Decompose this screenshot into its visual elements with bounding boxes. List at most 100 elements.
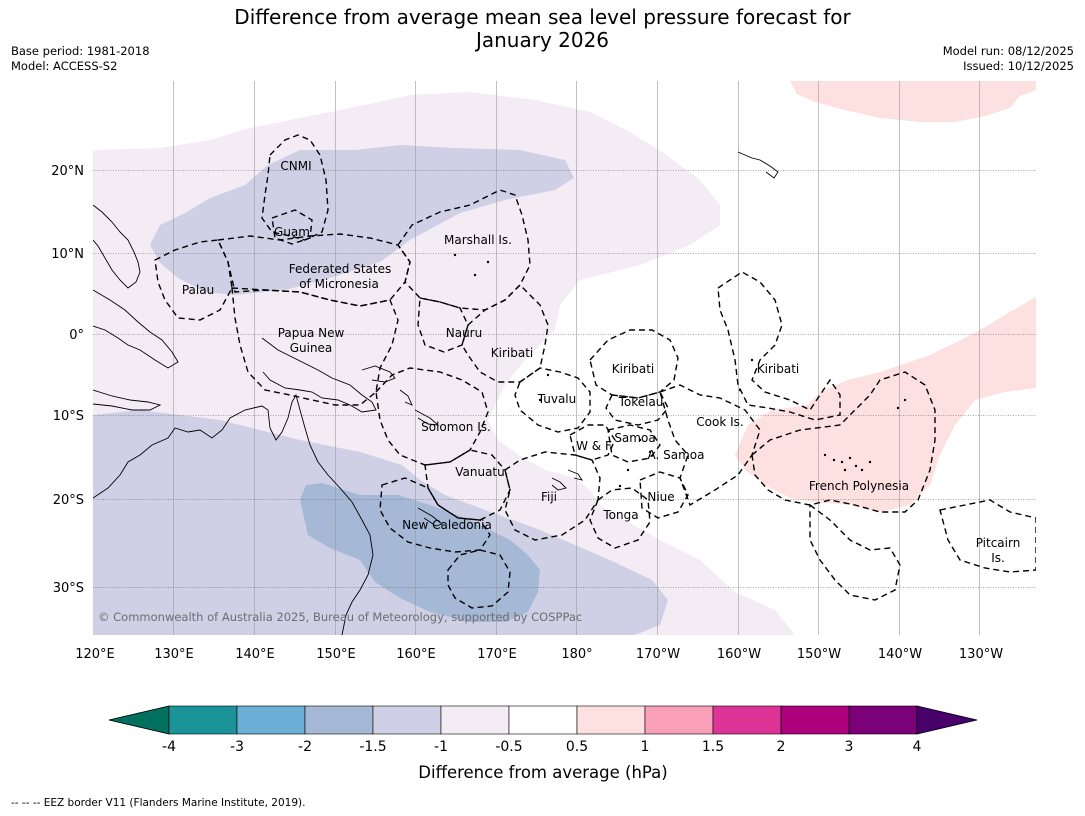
small-islands bbox=[453, 253, 907, 488]
label-new-caledonia: New Caledonia bbox=[402, 518, 492, 532]
lon-label: 170°E bbox=[477, 647, 517, 662]
eez-samoa bbox=[607, 424, 661, 463]
colorbar-cell bbox=[304, 705, 374, 735]
eez-solomon bbox=[375, 367, 489, 466]
lat-label: 0° bbox=[69, 328, 84, 343]
colorbar-cell bbox=[440, 705, 510, 735]
anomaly-region-blue bbox=[300, 483, 540, 622]
lon-label: 170°W bbox=[636, 647, 680, 662]
eez-cook bbox=[659, 384, 761, 507]
label-palau: Palau bbox=[182, 283, 214, 297]
colorbar-tick: -1 bbox=[434, 739, 448, 755]
label-tuvalu: Tuvalu bbox=[537, 392, 577, 406]
label-niue: Niue bbox=[647, 490, 674, 504]
label-nauru: Nauru bbox=[446, 326, 482, 340]
coast-sulawesi-timor bbox=[93, 389, 162, 411]
colorbar-cell bbox=[712, 705, 782, 735]
lon-label: 160°E bbox=[396, 647, 436, 662]
coast-png bbox=[261, 337, 377, 413]
label-png-2: Guinea bbox=[290, 341, 333, 355]
lat-label: 30°S bbox=[53, 581, 84, 596]
lon-label: 140°E bbox=[235, 647, 275, 662]
model-run: Model run: 08/12/2025 bbox=[942, 44, 1074, 58]
label-fiji: Fiji bbox=[541, 490, 557, 504]
label-pitcairn-1: Pitcairn bbox=[976, 536, 1021, 550]
colorbar-over-arrow bbox=[916, 705, 978, 735]
eez-cnmi bbox=[261, 134, 329, 241]
eez-pitcairn bbox=[939, 499, 1036, 573]
coast-fiji bbox=[551, 469, 584, 491]
eez-fiji bbox=[504, 451, 601, 541]
colorbar-cell bbox=[508, 705, 578, 735]
anomaly-region-pink-north bbox=[790, 81, 1036, 122]
label-guam: Guam bbox=[274, 225, 310, 239]
lon-label: 150°E bbox=[316, 647, 356, 662]
label-fsm-1: Federated States bbox=[289, 262, 391, 276]
label-kiribati-east: Kiribati bbox=[757, 362, 799, 376]
lat-label: 20°S bbox=[53, 493, 84, 508]
coast-bougainville bbox=[399, 389, 413, 406]
lon-label: 130°E bbox=[154, 647, 194, 662]
label-marshall: Marshall Is. bbox=[444, 233, 512, 247]
copyright-text: © Commonwealth of Australia 2025, Bureau… bbox=[98, 610, 582, 624]
colorbar-cell bbox=[644, 705, 714, 735]
eez-tuvalu bbox=[514, 367, 591, 433]
lat-label: 20°N bbox=[51, 164, 84, 179]
label-png-1: Papua New bbox=[278, 326, 345, 340]
lon-label: 160°W bbox=[717, 647, 761, 662]
place-labels: CNMI Guam Marshall Is. Palau Federated S… bbox=[182, 159, 1020, 565]
model-name: Model: ACCESS-S2 bbox=[11, 59, 118, 73]
colorbar-tick: -0.5 bbox=[495, 739, 522, 755]
eez-kiribati-west bbox=[461, 284, 549, 383]
eez-tonga bbox=[589, 487, 651, 549]
anomaly-region-lavender-north bbox=[150, 145, 574, 295]
lon-label: 180° bbox=[561, 647, 592, 662]
label-french-polynesia: French Polynesia bbox=[809, 479, 909, 493]
coast-new-caledonia bbox=[417, 507, 443, 527]
colorbar-cell bbox=[236, 705, 306, 735]
coast-philippines bbox=[93, 204, 141, 289]
label-solomon: Solomon Is. bbox=[421, 420, 491, 434]
title-line-1: Difference from average mean sea level p… bbox=[234, 5, 851, 29]
colorbar-tick: 0.5 bbox=[566, 739, 588, 755]
eez-guam bbox=[271, 209, 313, 245]
colorbar-cell bbox=[780, 705, 850, 735]
lat-label: 10°S bbox=[53, 409, 84, 424]
meta-right: Model run: 08/12/2025 Issued: 10/12/2025 bbox=[943, 44, 1074, 74]
colorbar-tick: 1.5 bbox=[702, 739, 724, 755]
coast-australia bbox=[93, 393, 374, 635]
eez-nauru bbox=[417, 297, 469, 353]
coastlines bbox=[93, 151, 779, 635]
colorbar-cells bbox=[168, 705, 918, 735]
colorbar-tick: 4 bbox=[913, 739, 922, 755]
label-cook: Cook Is. bbox=[696, 415, 743, 429]
longitude-labels: 120°E 130°E 140°E 150°E 160°E 170°E 180°… bbox=[75, 647, 1003, 662]
title-line-2: January 2026 bbox=[475, 28, 610, 52]
lat-label: 10°N bbox=[51, 247, 84, 262]
latitude-labels: 20°N 10°N 0° 10°S 20°S 30°S bbox=[51, 164, 84, 596]
lon-label: 120°E bbox=[75, 647, 115, 662]
colorbar-tick: 2 bbox=[777, 739, 786, 755]
colorbar: -4 -3 -2 -1.5 -1 -0.5 0.5 1 1.5 2 3 4 Di… bbox=[108, 705, 978, 782]
eez-footnote: -- -- -- EEZ border V11 (Flanders Marine… bbox=[11, 797, 306, 809]
colorbar-tick: 1 bbox=[641, 739, 650, 755]
label-samoa: Samoa bbox=[614, 431, 655, 445]
label-cnmi: CNMI bbox=[280, 159, 311, 173]
base-period: Base period: 1981-2018 bbox=[11, 44, 150, 58]
eez-borders bbox=[154, 134, 1036, 609]
colorbar-tick: -4 bbox=[162, 739, 176, 755]
label-fsm-2: of Micronesia bbox=[299, 277, 379, 291]
label-tokelau: Tokelau bbox=[618, 395, 664, 409]
map-area: CNMI Guam Marshall Is. Palau Federated S… bbox=[93, 81, 1036, 635]
colorbar-tick: -2 bbox=[298, 739, 312, 755]
eez-marshall bbox=[397, 189, 531, 311]
colorbar-cell bbox=[848, 705, 918, 735]
meta-left: Base period: 1981-2018 Model: ACCESS-S2 bbox=[11, 44, 150, 74]
eez-norfolk bbox=[447, 549, 511, 609]
label-pitcairn-2: Is. bbox=[991, 551, 1005, 565]
map-title: Difference from average mean sea level p… bbox=[0, 6, 1085, 52]
coast-indonesia bbox=[93, 289, 179, 369]
label-kiribati-west: Kiribati bbox=[491, 346, 533, 360]
eez-tokelau bbox=[605, 391, 669, 426]
